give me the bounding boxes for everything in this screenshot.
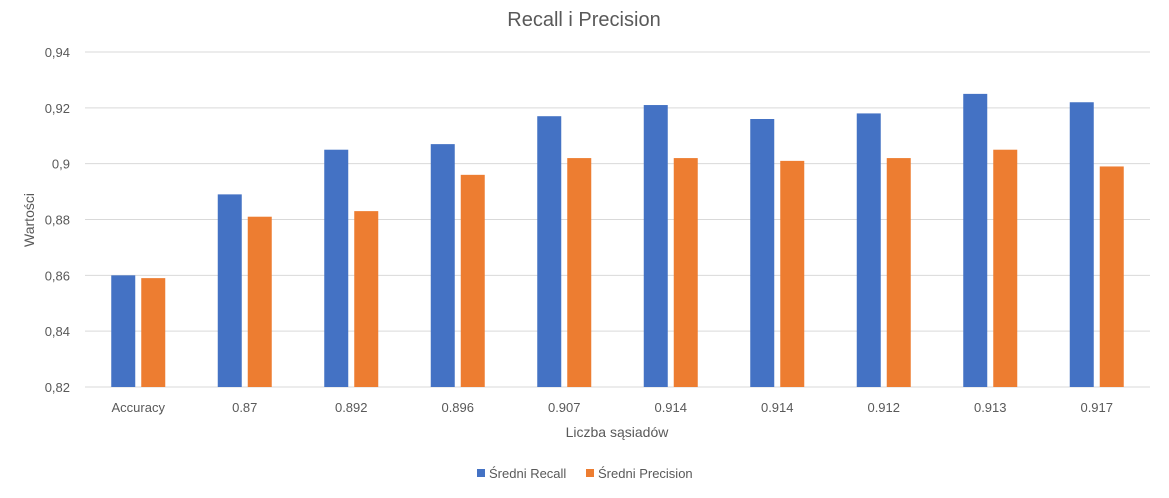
- x-tick-label: 0.917: [1080, 400, 1113, 415]
- bar-precision: [460, 174, 485, 387]
- bar-precision: [993, 149, 1018, 387]
- legend-swatch: [586, 469, 594, 477]
- y-axis-title: Wartości: [21, 193, 37, 247]
- legend: Średni Recall Średni Precision: [477, 466, 693, 481]
- bar-recall: [217, 194, 242, 387]
- gridlines: [85, 51, 1150, 388]
- bar-recall: [643, 105, 668, 388]
- y-tick-label: 0,84: [45, 324, 70, 339]
- x-tick-label: 0.896: [441, 400, 474, 415]
- x-tick-label: 0.892: [335, 400, 368, 415]
- bar-precision: [1099, 166, 1124, 387]
- bar-recall: [856, 113, 881, 388]
- x-tick-label: 0.907: [548, 400, 581, 415]
- bar-precision: [141, 278, 166, 387]
- bar-precision: [780, 160, 805, 387]
- x-tick-label: 0.87: [232, 400, 257, 415]
- bar-precision: [567, 158, 592, 387]
- bar-precision: [673, 158, 698, 387]
- bar-recall: [430, 144, 455, 387]
- y-tick-label: 0,9: [52, 157, 70, 172]
- bars: [111, 93, 1124, 388]
- x-axis-title: Liczba sąsiadów: [566, 424, 670, 440]
- x-tick-label: 0.912: [867, 400, 900, 415]
- bar-recall: [750, 119, 775, 387]
- x-tick-label: Accuracy: [112, 400, 166, 415]
- bar-recall: [963, 93, 988, 387]
- bar-precision: [886, 158, 911, 387]
- y-axis-ticks: 0,82 0,84 0,86 0,88 0,9 0,92 0,94: [45, 45, 70, 395]
- bar-precision: [247, 216, 272, 387]
- bar-precision: [354, 211, 379, 387]
- y-tick-label: 0,82: [45, 380, 70, 395]
- y-tick-label: 0,94: [45, 45, 70, 60]
- x-axis-ticks: Accuracy 0.87 0.892 0.896 0.907 0.914 0.914 0.9…: [112, 400, 1114, 415]
- y-tick-label: 0,86: [45, 268, 70, 283]
- y-tick-label: 0,92: [45, 101, 70, 116]
- bar-recall: [1069, 102, 1094, 387]
- chart-title: Recall i Precision: [507, 9, 660, 31]
- x-tick-label: 0.913: [974, 400, 1007, 415]
- y-tick-label: 0,88: [45, 213, 70, 228]
- legend-label: Średni Precision: [598, 466, 693, 481]
- legend-swatch: [477, 469, 485, 477]
- x-tick-label: 0.914: [761, 400, 794, 415]
- x-tick-label: 0.914: [654, 400, 687, 415]
- bar-recall: [324, 149, 349, 387]
- bar-recall: [537, 116, 562, 387]
- legend-label: Średni Recall: [489, 466, 566, 481]
- bar-recall: [111, 275, 136, 387]
